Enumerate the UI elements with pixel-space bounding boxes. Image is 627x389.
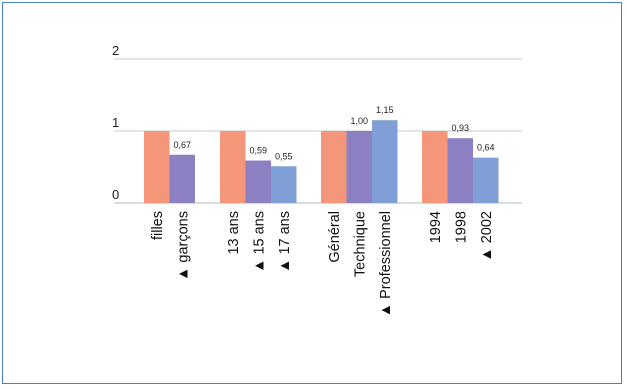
bar: [220, 131, 246, 203]
data-label: 0,67: [173, 140, 191, 150]
y-tick-label: 1: [112, 115, 119, 130]
bar: [372, 120, 398, 203]
bar: [144, 131, 170, 203]
bar: [169, 154, 195, 203]
data-label: 1,15: [376, 105, 394, 115]
bar: [245, 160, 271, 203]
y-tick-label: 2: [112, 43, 119, 58]
x-tick-label: Technique: [352, 211, 368, 277]
x-tick-label: ▲ 15 ans: [251, 211, 267, 273]
bar: [447, 138, 473, 203]
x-tick-label: 13 ans: [226, 211, 242, 255]
bar: [422, 131, 448, 203]
x-tick-label: filles: [150, 211, 166, 240]
bar: [473, 157, 499, 203]
bar: [271, 166, 297, 203]
data-label: 0,59: [249, 146, 267, 156]
x-tick-label: ▲ 2002: [479, 211, 495, 262]
x-tick-label: 1998: [453, 211, 469, 243]
data-label: 0,55: [275, 151, 293, 161]
data-label: 0,64: [477, 143, 495, 153]
x-tick-label: ▲ 17 ans: [277, 211, 293, 273]
x-tick-label: ▲ Professionnel: [378, 211, 394, 317]
data-label: 0,93: [451, 123, 469, 133]
x-tick-label: ▲ garçons: [175, 211, 191, 281]
y-tick-label: 0: [112, 187, 119, 202]
data-label: 1,00: [350, 116, 368, 126]
bar: [321, 131, 347, 203]
chart-frame: [2, 2, 622, 384]
x-tick-label: Général: [327, 211, 343, 263]
bar: [346, 131, 372, 203]
x-tick-label: 1994: [428, 211, 444, 243]
